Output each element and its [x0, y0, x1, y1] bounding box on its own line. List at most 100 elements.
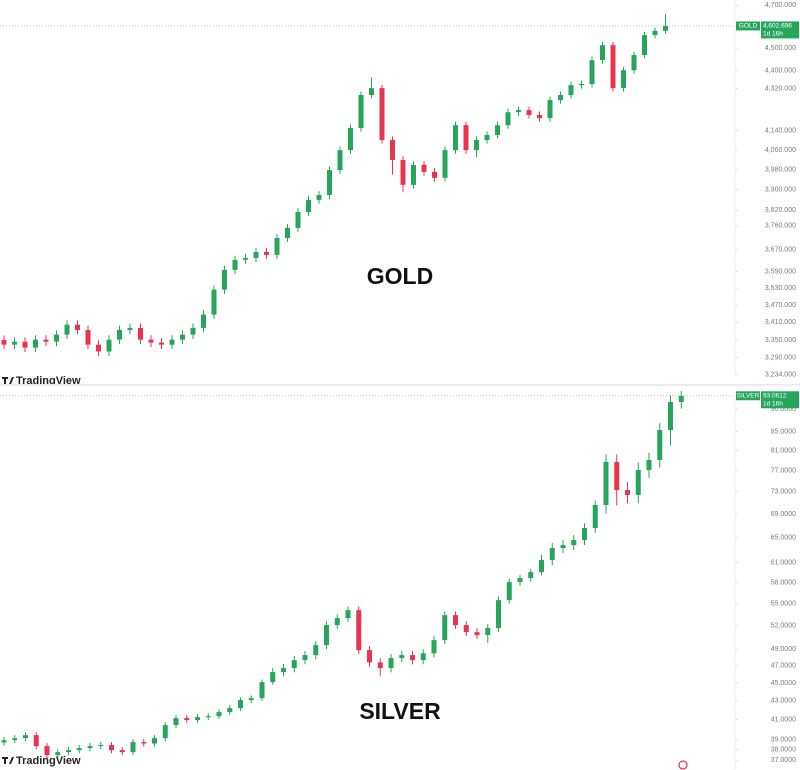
candle-body: [85, 329, 91, 345]
candle-body: [610, 45, 616, 89]
chart-title: GOLD: [367, 263, 433, 289]
price-tag-label: 4,602.696: [763, 23, 792, 30]
candle-body: [506, 582, 512, 601]
candle-body: [453, 615, 458, 626]
y-tick-label: 3,980.000: [765, 166, 796, 173]
candle-body: [106, 339, 112, 352]
y-tick-label: 55.0000: [771, 600, 796, 607]
watermark: TradingView: [16, 375, 81, 387]
candle-body: [232, 259, 238, 270]
y-tick-label: 3,234.000: [765, 372, 796, 379]
candle-body: [98, 745, 104, 747]
y-tick-label: 4,700.000: [765, 2, 796, 9]
candle-body: [571, 540, 577, 546]
candle-body: [390, 140, 395, 160]
candle-body: [1, 740, 7, 743]
candle-body: [642, 35, 647, 56]
candle-body: [141, 742, 147, 744]
candle-body: [23, 735, 28, 739]
candle-body: [442, 150, 448, 178]
candle-body: [291, 660, 297, 669]
candle-body: [410, 655, 415, 661]
candle-body: [421, 164, 427, 172]
candle-body: [173, 718, 179, 726]
candle-body: [117, 329, 122, 340]
candle-body: [453, 125, 458, 151]
candle-body: [537, 115, 542, 119]
candle-body: [75, 324, 80, 330]
y-tick-label: 3,470.000: [765, 302, 796, 309]
y-tick-label: 3,670.000: [765, 247, 796, 254]
price-tag-label: 93.0612: [763, 392, 787, 399]
y-tick-label: 90.0000: [771, 406, 796, 413]
candle-body: [44, 746, 50, 756]
candle-body: [337, 150, 343, 171]
candle-body: [324, 625, 329, 646]
candle-body: [625, 490, 630, 495]
y-tick-label: 69.0000: [771, 511, 796, 518]
candle-body: [281, 668, 286, 673]
candle-body: [496, 600, 501, 629]
candle-body: [302, 655, 308, 661]
y-tick-label: 4,140.000: [765, 127, 796, 134]
y-tick-label: 61.0000: [771, 560, 796, 567]
countdown-label: 1d 16h: [763, 31, 783, 38]
candle-body: [474, 632, 480, 636]
candle-body: [169, 339, 175, 345]
candle-body: [295, 211, 301, 228]
candle-body: [180, 334, 185, 340]
candle-body: [463, 625, 469, 633]
candle-body: [259, 682, 265, 699]
candle-body: [549, 548, 555, 561]
candle-body: [474, 140, 479, 151]
candle-body: [652, 30, 658, 36]
y-tick-label: 49.0000: [771, 646, 796, 653]
y-tick-label: 85.0000: [771, 428, 796, 435]
candle-body: [33, 339, 38, 348]
candle-body: [54, 334, 59, 342]
candle-body: [285, 227, 290, 238]
candle-body: [558, 95, 563, 101]
candle-body: [195, 717, 200, 721]
candle-body: [600, 45, 605, 61]
candle-body: [1, 339, 7, 345]
y-tick-label: 39.0000: [771, 736, 796, 743]
candle-body: [635, 470, 641, 495]
y-tick-label: 3,410.000: [765, 319, 796, 326]
candle-body: [657, 429, 663, 461]
candle-body: [327, 170, 332, 196]
countdown-label: 1d 16h: [763, 400, 783, 407]
y-tick-label: 37.0000: [771, 757, 796, 764]
candle-body: [485, 628, 491, 636]
candle-body: [216, 712, 222, 717]
chart-title: SILVER: [359, 698, 441, 724]
candle-body: [579, 84, 584, 86]
candle-body: [582, 528, 587, 541]
candle-body: [334, 618, 340, 626]
candle-body: [463, 125, 469, 151]
candle-body: [603, 462, 609, 505]
y-tick-label: 3,290.000: [765, 355, 796, 362]
candle-body: [663, 25, 668, 31]
candle-body: [646, 460, 652, 471]
gold-panel: 4,700.000 4,500.000 4,400.000 4,320.000 4,14…: [0, 0, 799, 387]
candle-body: [33, 735, 39, 747]
candle-body: [201, 314, 206, 328]
candle-body: [400, 159, 406, 185]
watermark-logo: [2, 377, 14, 384]
candle-body: [442, 615, 448, 641]
settings-icon[interactable]: [678, 760, 688, 770]
candle-body: [148, 339, 154, 343]
candle-body: [377, 662, 383, 669]
candle-body: [547, 100, 553, 119]
y-tick-label: 3,760.000: [765, 223, 796, 230]
y-tick-label: 52.0000: [771, 623, 796, 630]
price-tag: [761, 21, 799, 39]
candle-body: [127, 327, 133, 330]
price-tag: [761, 391, 799, 409]
y-tick-label: 4,060.000: [765, 147, 796, 154]
candle-body: [369, 88, 374, 96]
candle-body: [76, 748, 82, 751]
symbol-tag-label: GOLD: [739, 23, 758, 30]
